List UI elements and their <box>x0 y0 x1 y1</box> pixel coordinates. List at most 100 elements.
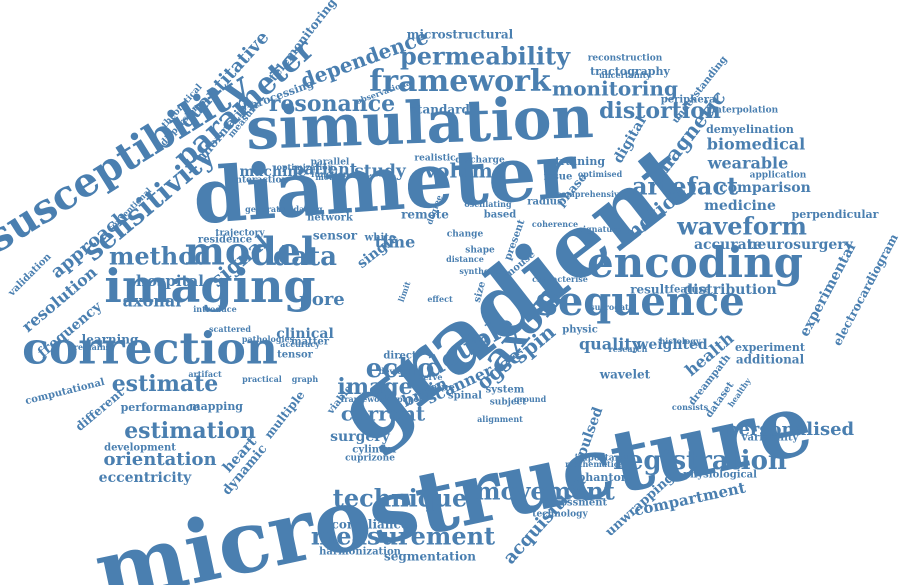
word-121: ground <box>514 394 547 404</box>
word-55: performance <box>121 401 200 414</box>
word-151: optimised <box>578 169 623 179</box>
word-187: alignment <box>477 414 523 424</box>
word-119: system <box>486 385 525 396</box>
word-142: parallel <box>311 158 350 168</box>
word-127: direct <box>383 351 417 362</box>
word-39: method <box>109 242 211 271</box>
word-178: signature <box>579 224 622 234</box>
word-50: estimation <box>124 418 256 444</box>
word-104: tensor <box>277 350 314 361</box>
word-107: feature <box>670 285 711 296</box>
word-126: shape <box>465 246 495 256</box>
word-14: resonance <box>269 91 395 117</box>
word-164: change <box>447 230 484 240</box>
word-102: white <box>364 233 396 244</box>
word-26: biomedical <box>707 135 806 154</box>
word-182: consists <box>672 402 709 412</box>
word-171: function <box>311 169 349 179</box>
word-100: trajectory <box>215 229 265 239</box>
word-157: scattered <box>209 324 251 334</box>
word-122: field <box>463 335 487 346</box>
word-79: compliance <box>332 518 409 532</box>
word-139: training <box>555 155 605 168</box>
word-22: artefact <box>632 172 738 201</box>
word-40: data <box>273 242 337 272</box>
word-129: spinal <box>448 391 482 402</box>
word-149: uncertainty <box>599 70 651 80</box>
word-123: physic <box>562 325 598 336</box>
word-116: variability <box>741 433 800 444</box>
word-29: medicine <box>704 198 776 214</box>
word-86: important <box>575 454 627 464</box>
word-108: distribution <box>683 282 776 298</box>
word-113: peripheral <box>661 95 720 106</box>
word-60: image <box>337 374 412 400</box>
word-174: effect <box>427 294 453 304</box>
word-99: residence <box>198 235 252 246</box>
word-4: imaging <box>104 259 315 313</box>
word-33: reconstruction <box>588 54 663 64</box>
word-27: wearable <box>707 154 789 173</box>
word-135: based <box>484 210 516 221</box>
word-154: practical <box>242 374 282 384</box>
word-169: device <box>379 366 407 376</box>
word-58: echo <box>366 354 435 384</box>
word-159: pathologies <box>242 334 295 344</box>
word-143: interaction <box>232 176 288 186</box>
word-173: metric <box>315 172 345 182</box>
word-68: wavelet <box>599 368 651 382</box>
word-12: permeability <box>400 42 571 71</box>
word-105: clinical <box>276 326 334 342</box>
word-43: axonal <box>123 292 182 311</box>
word-13: monitoring <box>552 77 678 101</box>
word-175: synthetic <box>459 266 500 276</box>
word-42: hospital <box>136 272 204 290</box>
word-32: demyelination <box>706 123 794 136</box>
word-15: distortion <box>599 98 721 124</box>
word-103: matter <box>291 337 330 348</box>
word-49: estimate <box>112 371 219 397</box>
word-170: artifact <box>188 369 222 379</box>
word-5: correction <box>22 324 278 375</box>
word-186: oscillating <box>464 199 512 209</box>
word-95: machine <box>240 164 307 180</box>
word-67: weighted <box>635 337 708 353</box>
word-180: characterise <box>532 274 588 284</box>
word-138: issue <box>544 172 573 183</box>
word-84: technology <box>532 510 588 520</box>
word-21: waveform <box>676 212 807 241</box>
word-36: interpolation <box>712 106 779 116</box>
word-75: technique <box>333 484 467 513</box>
word-37: application <box>750 171 807 181</box>
word-53: computational <box>24 377 106 407</box>
word-90: cylinder <box>352 445 398 456</box>
word-31: perpendicular <box>792 208 879 221</box>
word-158: remains <box>74 342 111 352</box>
word-48: learning <box>82 333 139 347</box>
word-165: limit <box>396 280 413 304</box>
word-185: distance <box>446 254 484 264</box>
word-152: histology <box>659 336 700 346</box>
word-162: generate <box>245 204 285 214</box>
word-28: comparison <box>719 180 811 196</box>
word-98: network <box>307 213 354 224</box>
word-92: volume <box>424 159 506 183</box>
word-150: comprehensive <box>556 189 624 199</box>
word-83: assessment <box>543 498 608 509</box>
word-57: development <box>104 443 176 454</box>
word-70: experiment <box>735 341 806 354</box>
word-96: time <box>375 233 416 252</box>
word-136: radius <box>527 197 563 208</box>
word-101: sensor <box>313 229 358 243</box>
word-3: simulation <box>245 83 595 163</box>
word-78: harmonization <box>319 547 402 558</box>
word-106: result <box>630 283 670 297</box>
word-117: physiological <box>683 470 757 481</box>
word-141: realistic <box>414 154 456 164</box>
word-7: encoding <box>587 238 803 287</box>
word-47: validation <box>6 251 54 299</box>
word-85: mathematical <box>565 459 627 469</box>
word-109: accurate <box>694 237 762 253</box>
word-11: framework <box>369 64 552 99</box>
